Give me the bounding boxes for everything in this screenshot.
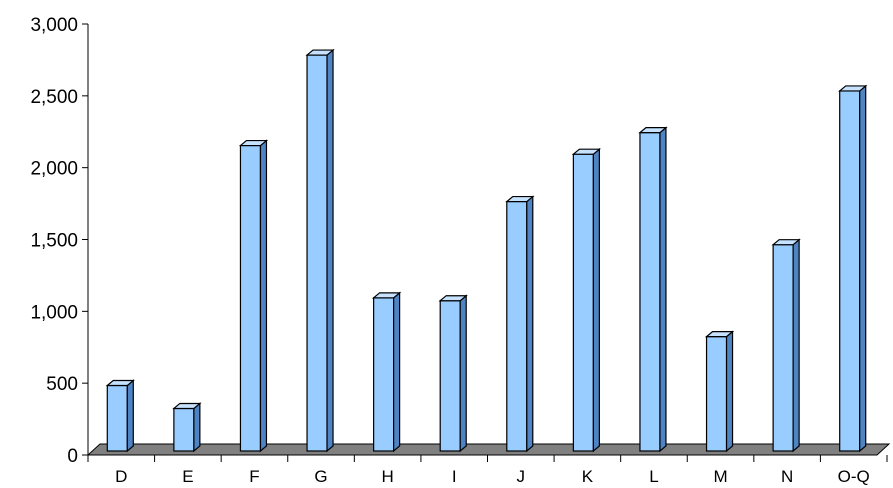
bar <box>638 126 668 453</box>
bar-front-face <box>239 144 262 452</box>
y-tick-label: 0 <box>67 446 78 467</box>
bar-top-face <box>505 195 535 203</box>
x-tick-label: J <box>517 467 526 486</box>
bar-side-face <box>725 330 734 453</box>
x-tick-label: L <box>649 467 658 486</box>
bar-top-face <box>305 49 335 56</box>
bar-side-face <box>259 139 268 453</box>
chart-bars <box>105 48 868 453</box>
x-tick-label: I <box>452 467 457 486</box>
chart-floor <box>86 443 891 456</box>
y-tick-label: 500 <box>46 374 78 395</box>
bar-top-face <box>105 379 135 387</box>
y-tick-label: 1,500 <box>30 231 78 252</box>
bar-side-face <box>526 195 534 453</box>
bar-front-face <box>439 300 461 452</box>
bar-side-face <box>126 379 134 453</box>
bar-top-face <box>771 239 801 246</box>
bar-front-face <box>705 336 728 452</box>
bar-top-face <box>371 292 402 299</box>
bar-front-face <box>772 244 794 452</box>
bar-top-face <box>238 139 269 147</box>
x-tick-label: K <box>582 467 594 486</box>
y-tick-label: 2,500 <box>30 87 78 108</box>
bar <box>571 147 602 453</box>
bar <box>505 195 535 453</box>
y-tick-label: 2,000 <box>30 159 78 180</box>
x-tick-label: M <box>713 467 727 486</box>
bar-front-face <box>506 200 528 452</box>
bar-side-face <box>326 48 334 453</box>
floor-plane <box>86 443 891 456</box>
bar-front-face <box>639 132 661 452</box>
bar-front-face <box>106 384 128 452</box>
bar <box>771 238 801 453</box>
bar-front-face <box>173 407 195 452</box>
x-tick-label: D <box>115 467 127 486</box>
bar-side-face <box>459 294 467 453</box>
y-tick-label: 1,000 <box>30 302 78 323</box>
x-tick-label: N <box>781 467 793 486</box>
bar <box>704 330 735 453</box>
bar-top-face <box>838 85 868 92</box>
bar <box>105 379 135 453</box>
chart-axes <box>82 23 888 462</box>
x-tick-label: O-Q <box>838 467 870 486</box>
bar-front-face <box>373 297 395 452</box>
bar-top-face <box>638 127 668 134</box>
bar-top-face <box>704 331 735 338</box>
bar <box>172 402 202 453</box>
x-tick-label: H <box>381 467 393 486</box>
bar <box>305 48 335 453</box>
bar-side-face <box>193 402 201 453</box>
bar <box>838 84 868 453</box>
x-tick-label: E <box>182 467 193 486</box>
bar-front-face <box>306 54 328 452</box>
bar-side-face <box>393 291 401 453</box>
y-axis-tick-labels: 0 500 1,000 1,500 2,000 2,500 3,000 <box>30 15 78 467</box>
bar-side-face <box>592 147 600 453</box>
bar-side-face <box>792 238 800 453</box>
bar <box>438 294 468 453</box>
x-tick-label: F <box>249 467 259 486</box>
x-axis-tick-labels: D E F G H I J K L M N O-Q <box>115 467 870 486</box>
y-tick-label: 3,000 <box>30 15 78 36</box>
x-tick-label: G <box>314 467 327 486</box>
bar-top-face <box>438 295 468 302</box>
bar-top-face <box>571 148 602 155</box>
bar-front-face <box>572 153 594 452</box>
bar <box>238 139 269 453</box>
bar-side-face <box>859 84 867 453</box>
bar-front-face <box>839 90 861 452</box>
bar <box>371 291 402 453</box>
bar-top-face <box>172 402 202 410</box>
bar-side-face <box>659 126 667 453</box>
